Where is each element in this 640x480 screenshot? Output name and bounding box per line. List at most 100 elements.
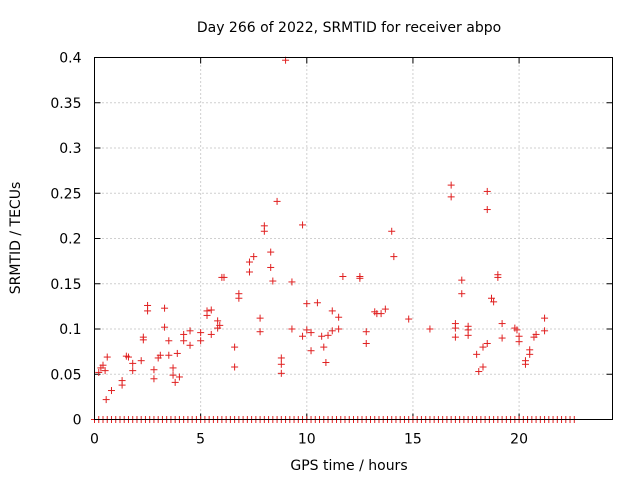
data-point [458,276,466,284]
chart-title: Day 266 of 2022, SRMTID for receiver abp… [197,20,501,36]
data-point [307,329,315,337]
data-point [245,268,253,276]
data-point [156,351,164,359]
data-point [118,377,126,385]
data-point [324,331,332,339]
tick-labels: 0 0.05 0.1 0.15 0.2 0.25 0.3 0.35 0.4 0 5 10 15 20 [50,51,528,448]
data-point [532,330,540,338]
data-point [214,317,222,325]
data-point [388,227,396,235]
data-point [216,321,224,329]
data-point [335,313,343,321]
data-point [447,193,455,201]
data-point [102,396,110,404]
data-point [303,326,311,334]
data-point [186,327,194,335]
data-point [299,221,307,229]
data-point [256,314,264,322]
data-point [171,378,179,386]
data-point [473,350,481,358]
data-point [101,367,109,375]
data-point [498,320,506,328]
data-point [490,298,498,306]
data-point [390,253,398,261]
data-point [220,273,228,281]
data-point [335,325,343,333]
data-point [129,359,137,367]
data-point [207,306,215,314]
data-point [494,273,502,281]
data-point [144,307,152,315]
x-tick-label: 15 [404,432,422,448]
x-tick-label: 5 [196,432,205,448]
data-point [479,343,487,351]
data-point [99,361,107,369]
y-tick-label: 0.15 [50,277,81,293]
data-point [487,294,495,302]
data-point [328,327,336,335]
data-point [124,353,132,361]
data-point [175,373,183,381]
data-point [451,324,459,332]
data-point [165,337,173,345]
data-point [129,367,137,375]
data-point [269,277,277,285]
data-point [426,325,434,333]
data-point [139,336,147,344]
x-axis-label: GPS time / hours [290,458,407,474]
data-point [207,330,215,338]
y-tick-label: 0.3 [59,141,81,157]
x-tick-label: 10 [298,432,316,448]
data-point [180,337,188,345]
data-point [235,294,243,302]
y-axis-label: SRMTID / TECUs [8,182,24,295]
data-point [377,310,385,318]
data-point [451,333,459,341]
data-point [107,387,115,395]
y-tick-label: 0.35 [50,96,81,112]
data-point [165,351,173,359]
data-point [137,357,145,365]
x-tick-label: 0 [90,432,99,448]
y-tick-label: 0.05 [50,367,81,383]
data-point [362,339,370,347]
data-point [95,368,103,376]
data-point [150,375,158,383]
data-point [447,181,455,189]
data-point [475,368,483,376]
data-point [267,248,275,256]
y-tick-label: 0 [73,413,82,429]
data-point [150,366,158,374]
data-point [267,263,275,271]
grid-layer [94,57,613,420]
data-point [277,354,285,362]
data-point [231,363,239,371]
y-tick-label: 0.4 [59,51,81,67]
data-point [483,339,491,347]
data-point [526,350,534,358]
data-point [313,299,321,307]
data-point [328,307,336,315]
data-point [245,258,253,266]
y-tick-label: 0.25 [50,186,81,202]
data-point [479,363,487,371]
data-point [303,300,311,308]
data-point [405,315,413,323]
y-tick-label: 0.1 [59,322,81,338]
data-point [464,331,472,339]
data-point [339,273,347,281]
data-point [186,341,194,349]
data-point [273,197,281,205]
data-point [307,347,315,355]
data-point [161,304,169,312]
data-point [169,364,177,372]
data-point [277,369,285,377]
data-point [203,307,211,315]
data-point [299,332,307,340]
data-point [356,274,364,282]
plot-frame [94,57,613,420]
data-points [91,56,578,423]
y-tick-label: 0.2 [59,232,81,248]
data-point [318,332,326,340]
